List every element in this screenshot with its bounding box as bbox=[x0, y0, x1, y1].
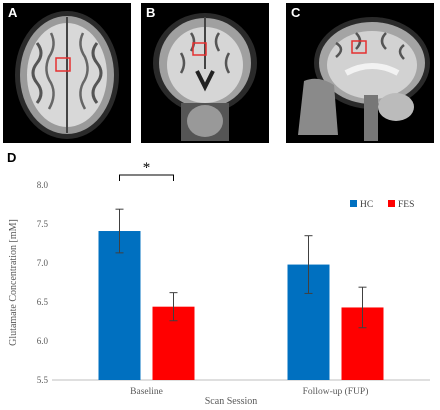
roi-box bbox=[351, 40, 367, 54]
bar-series bbox=[98, 208, 384, 380]
y-tick-label: 7.0 bbox=[37, 258, 49, 268]
y-tick-label: 5.5 bbox=[37, 375, 49, 385]
legend-swatch-fes bbox=[388, 200, 395, 207]
mri-sagittal-panel: C bbox=[286, 3, 434, 143]
glutamate-bar-chart: 5.5 6.0 6.5 7.0 7.5 8.0 Baseline Follow-up (FU… bbox=[8, 160, 430, 407]
y-tick-label: 7.5 bbox=[37, 219, 49, 229]
legend-label-fes: FES bbox=[398, 200, 414, 210]
axial-brain-image bbox=[15, 11, 119, 139]
x-axis-categories: Baseline Follow-up (FUP) bbox=[130, 386, 368, 397]
y-tick-label: 6.0 bbox=[37, 336, 49, 346]
significance-bracket: * bbox=[119, 160, 174, 181]
legend-swatch-hc bbox=[350, 200, 357, 207]
y-tick-label: 6.5 bbox=[37, 297, 49, 307]
mri-axial-panel: A bbox=[3, 3, 131, 143]
panel-label-b: B bbox=[146, 5, 156, 20]
panel-label-c: C bbox=[291, 5, 301, 20]
sagittal-brain-image bbox=[298, 17, 430, 141]
mri-coronal-panel: B bbox=[141, 3, 269, 143]
y-tick-label: 8.0 bbox=[37, 180, 49, 190]
x-category-label: Follow-up (FUP) bbox=[303, 386, 369, 397]
panel-label-d: D bbox=[7, 150, 17, 165]
legend: HC FES bbox=[350, 200, 414, 210]
roi-box bbox=[55, 57, 71, 72]
legend-label-hc: HC bbox=[360, 200, 373, 210]
panel-label-a: A bbox=[8, 5, 18, 20]
x-axis-label: Scan Session bbox=[205, 396, 258, 407]
x-category-label: Baseline bbox=[130, 387, 163, 397]
y-axis-label: Glutamate Concentration [mM] bbox=[8, 219, 19, 346]
significance-star: * bbox=[143, 160, 151, 176]
roi-box bbox=[192, 42, 207, 56]
y-axis-ticks: 5.5 6.0 6.5 7.0 7.5 8.0 bbox=[37, 180, 49, 385]
coronal-brain-image bbox=[153, 13, 257, 141]
bar-hc bbox=[98, 231, 141, 380]
